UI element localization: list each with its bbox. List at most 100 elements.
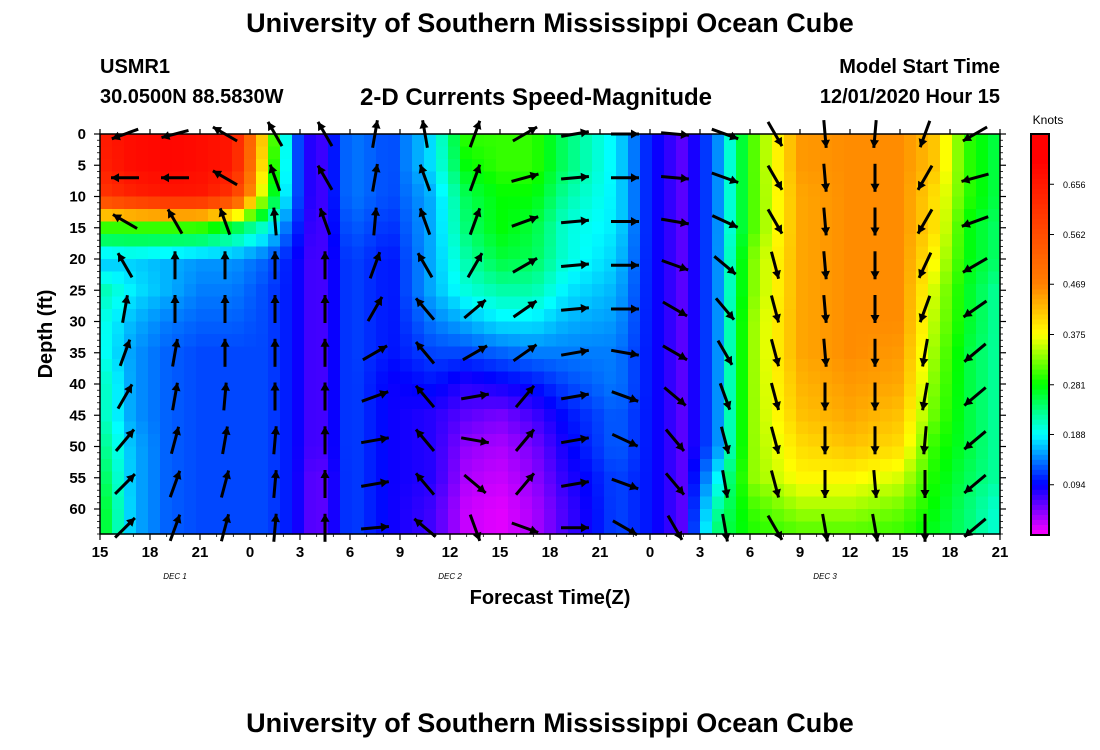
heatmap-cell: [304, 409, 317, 423]
heatmap-cell: [544, 371, 557, 385]
heatmap-cell: [196, 246, 209, 260]
heatmap-cell: [400, 471, 413, 485]
heatmap-cell: [988, 371, 1001, 385]
heatmap-cell: [100, 159, 113, 173]
current-vector: [116, 383, 134, 410]
heatmap-cell: [172, 496, 185, 510]
heatmap-cell: [352, 371, 365, 385]
heatmap-cell: [364, 321, 377, 335]
heatmap-cell: [652, 284, 665, 298]
heatmap-cell: [460, 196, 473, 210]
heatmap-cell: [292, 471, 305, 485]
current-vector: [112, 213, 138, 230]
current-vector: [962, 257, 988, 274]
heatmap-cell: [748, 346, 761, 360]
heatmap-cell: [580, 246, 593, 260]
heatmap-cell: [796, 284, 809, 298]
heatmap-cell: [268, 409, 281, 423]
heatmap-cell: [220, 496, 233, 510]
heatmap-cell: [496, 246, 509, 260]
current-vector: [560, 391, 590, 401]
heatmap-cell: [136, 446, 149, 460]
heatmap-cell: [280, 409, 293, 423]
vector-head: [628, 438, 638, 447]
heatmap-cell: [184, 359, 197, 373]
heatmap-cell: [244, 409, 257, 423]
heatmap-cell: [832, 346, 845, 360]
colorbar-swatch: [1031, 254, 1049, 260]
current-vector: [769, 426, 781, 455]
heatmap-cell: [700, 146, 713, 160]
heatmap-cell: [556, 371, 569, 385]
vector-head: [774, 180, 782, 190]
heatmap-cell: [256, 159, 269, 173]
heatmap-cell: [952, 159, 965, 173]
heatmap-cell: [520, 159, 533, 173]
vector-head: [870, 402, 880, 411]
heatmap-cell: [820, 496, 833, 510]
current-vector: [721, 469, 731, 499]
heatmap-cell: [352, 434, 365, 448]
heatmap-cell: [928, 409, 941, 423]
current-vector: [662, 344, 688, 362]
heatmap-cell: [964, 421, 977, 435]
heatmap-cell: [268, 321, 281, 335]
vector-head: [527, 301, 537, 310]
heatmap-cell: [136, 309, 149, 323]
heatmap-cell: [676, 159, 689, 173]
heatmap-cell: [832, 521, 845, 535]
colorbar-title: Knots: [1033, 113, 1064, 127]
heatmap-cell: [352, 234, 365, 248]
heatmap-cell: [808, 321, 821, 335]
heatmap-cell: [964, 271, 977, 285]
vector-head: [416, 298, 425, 308]
colorbar-swatch: [1031, 429, 1049, 436]
heatmap-cell: [160, 259, 173, 273]
heatmap-cell: [712, 284, 725, 298]
heatmap-cell: [520, 384, 533, 398]
heatmap-cell: [136, 484, 149, 498]
colorbar-swatch: [1031, 174, 1049, 180]
heatmap-cell: [856, 196, 869, 210]
heatmap-cell: [796, 371, 809, 385]
heatmap-cell: [604, 134, 617, 148]
current-vector: [514, 384, 536, 409]
heatmap-cell: [400, 434, 413, 448]
heatmap-cell: [148, 184, 161, 198]
heatmap-cell: [784, 334, 797, 348]
heatmap-cell: [208, 184, 221, 198]
vector-head: [171, 382, 181, 392]
heatmap-cell: [136, 146, 149, 160]
heatmap-cell: [556, 221, 569, 235]
heatmap-cell: [160, 284, 173, 298]
heatmap-cell: [880, 346, 893, 360]
heatmap-cell: [484, 421, 497, 435]
heatmap-cell: [256, 146, 269, 160]
heatmap-cell: [520, 471, 533, 485]
heatmap-cell: [988, 521, 1001, 535]
heatmap-cell: [640, 521, 653, 535]
heatmap-cell: [952, 384, 965, 398]
heatmap-cell: [940, 484, 953, 498]
heatmap-cell: [208, 484, 221, 498]
heatmap-cell: [460, 221, 473, 235]
heatmap-cell: [940, 259, 953, 273]
vector-head: [472, 164, 482, 174]
heatmap-cell: [700, 409, 713, 423]
heatmap-cell: [124, 246, 137, 260]
vector-head: [320, 470, 330, 478]
heatmap-cell: [892, 496, 905, 510]
heatmap-cell: [796, 271, 809, 285]
current-vector: [871, 513, 881, 542]
heatmap-cell: [808, 334, 821, 348]
heatmap-cell: [328, 409, 341, 423]
current-vector: [414, 384, 436, 409]
heatmap-cell: [700, 496, 713, 510]
heatmap-cell: [556, 284, 569, 298]
heatmap-cell: [220, 184, 233, 198]
heatmap-cell: [736, 409, 749, 423]
heatmap-cell: [280, 334, 293, 348]
heatmap-cell: [244, 346, 257, 360]
heatmap-cell: [136, 271, 149, 285]
heatmap-cell: [652, 321, 665, 335]
